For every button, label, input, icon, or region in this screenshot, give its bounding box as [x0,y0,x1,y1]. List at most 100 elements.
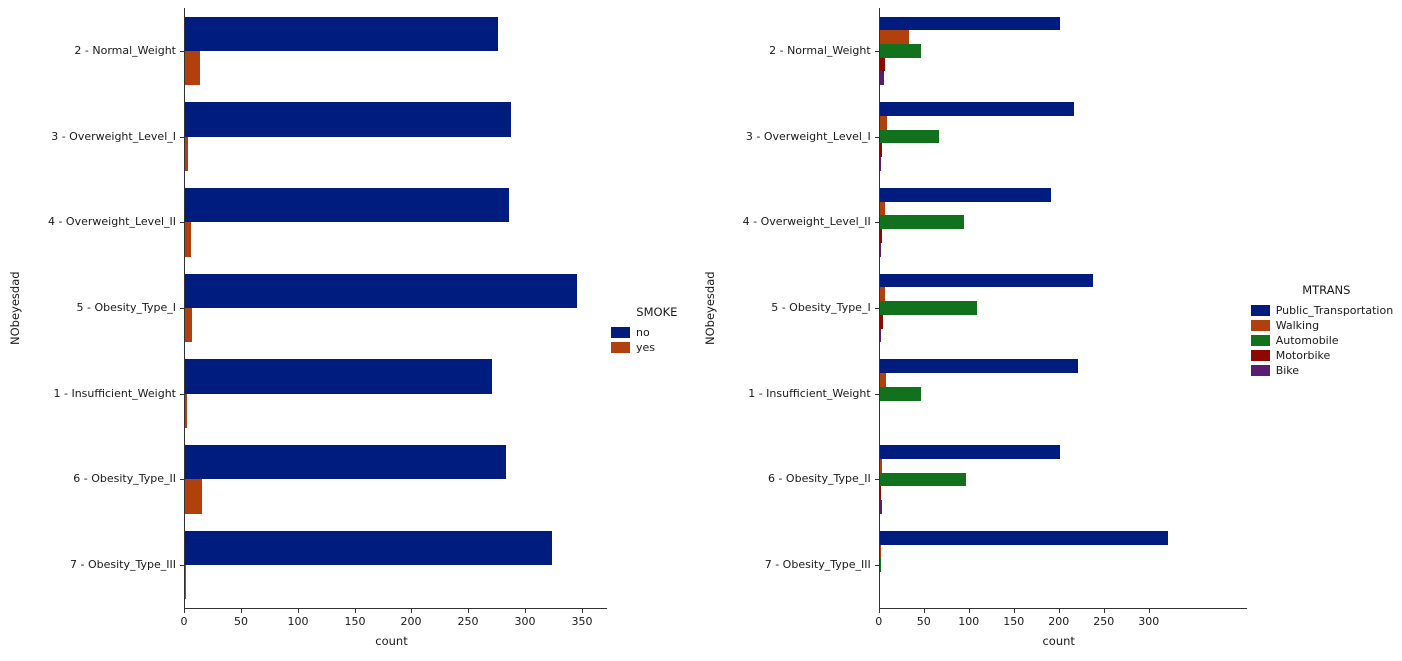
legend-item-automobile: Automobile [1250,333,1393,347]
y-tick-mark [180,137,184,138]
bar-Walking [879,30,909,44]
mtrans-countplot: NObeyesdad count 2 - Normal_Weight 3 - Ov… [703,8,1251,656]
bar-Public_Transportation [879,273,1093,288]
y-tick-label: 2 - Normal_Weight [769,44,871,57]
y-tick-label: 3 - Overweight_Level_I [51,130,176,143]
bar-Public_Transportation [879,445,1060,459]
x-tick-label: 250 [457,615,479,628]
y-axis-line [878,8,880,608]
x-tick-label: 200 [400,615,422,628]
bar-Bike [879,328,881,343]
legend-label: Walking [1275,318,1320,332]
bar-yes [185,136,188,171]
right-y-axis-label: NObeyesdad [702,271,717,345]
bar-Public_Transportation [879,359,1078,374]
bar-Bike [879,500,882,514]
y-tick-mark [180,565,184,566]
bar-Public_Transportation [879,530,1168,545]
x-tick-mark [525,609,526,613]
legend-label: Public_Transportation [1275,303,1394,317]
y-tick-label: 4 - Overweight_Level_II [47,215,176,228]
bar-Automobile [879,44,921,58]
x-tick-mark [582,609,583,613]
x-tick-label: 200 [1048,615,1070,628]
left-x-axis-label: count [375,634,408,648]
bar-Walking [879,544,881,559]
legend-item-public_transportation: Public_Transportation [1250,303,1394,317]
legend-item-motorbike: Motorbike [1250,349,1393,362]
y-tick-mark [874,479,879,480]
y-tick-label: 3 - Overweight_Level_I [745,130,871,143]
bar-Walking [879,373,886,387]
legend-label: Automobile [1275,333,1339,347]
smoke-legend-title: SMOKE [636,305,678,319]
legend-swatch-icon [1250,364,1270,376]
x-tick-label: 0 [875,615,883,628]
y-tick-mark [180,222,184,223]
x-tick-mark [298,609,299,613]
bar-Automobile [879,472,966,487]
x-tick-mark [468,609,469,613]
legend-swatch-icon [611,327,630,338]
x-tick-label: 50 [916,615,931,628]
x-tick-label: 300 [1138,615,1160,628]
legend-swatch-icon [1250,304,1270,316]
bar-no [185,16,498,51]
legend-label: Bike [1275,363,1300,377]
bar-yes [185,50,200,86]
y-tick-mark [180,479,184,480]
x-tick-mark [968,609,970,613]
bar-Walking [879,116,887,130]
x-tick-label: 100 [958,615,980,628]
legend-swatch-icon [1250,334,1270,346]
legend-swatch-icon [611,342,630,353]
y-tick-label: 7 - Obesity_Type_III [764,558,871,571]
x-tick-label: 50 [234,615,248,628]
x-tick-mark [878,609,880,613]
left-plot-area: count 2 - Normal_Weight 3 - Overweight_Le… [26,8,611,656]
x-tick-mark [1103,609,1105,613]
bar-Walking [879,201,885,216]
bar-yes [185,222,191,257]
y-tick-mark [874,308,879,309]
x-tick-mark [1148,609,1150,613]
bar-Automobile [879,301,977,315]
left-y-axis-label: NObeyesdad [8,271,22,345]
mtrans-legend-box: MTRANS Public_Transportation Walking Autom… [1250,283,1402,379]
bar-Walking [879,287,885,302]
bar-no [185,102,511,137]
x-tick-mark [1058,609,1060,613]
y-tick-label: 1 - Insufficient_Weight [53,387,177,400]
x-tick-label: 300 [514,615,536,628]
x-axis-line [878,608,1247,609]
smoke-legend-items: no yes [611,324,655,356]
x-tick-label: 150 [1003,615,1025,628]
legend-label: no [636,326,650,339]
bar-Motorbike [879,143,882,158]
y-tick-mark [874,394,879,395]
bar-no [185,445,506,480]
bar-yes [185,393,187,428]
y-axis-line [184,8,185,608]
smoke-legend: SMOKE no yes [611,8,703,653]
mtrans-legend: MTRANS Public_Transportation Walking Autom… [1250,8,1402,653]
bar-Bike [879,157,881,171]
x-tick-mark [184,609,185,613]
y-tick-label: 6 - Obesity_Type_II [767,472,871,485]
legend-item-yes: yes [611,341,655,354]
bar-Automobile [879,129,939,144]
x-tick-mark [355,609,356,613]
x-tick-mark [411,609,412,613]
y-tick-mark [180,51,184,52]
bar-Public_Transportation [879,16,1060,31]
legend-swatch-icon [1250,349,1270,361]
bar-Automobile [879,386,921,401]
y-tick-label: 2 - Normal_Weight [74,44,176,57]
y-tick-mark [874,222,879,223]
bar-yes [185,479,202,514]
x-tick-mark [241,609,242,613]
x-axis-line [184,608,607,609]
bar-Bike [879,242,881,257]
x-tick-mark [923,609,925,613]
